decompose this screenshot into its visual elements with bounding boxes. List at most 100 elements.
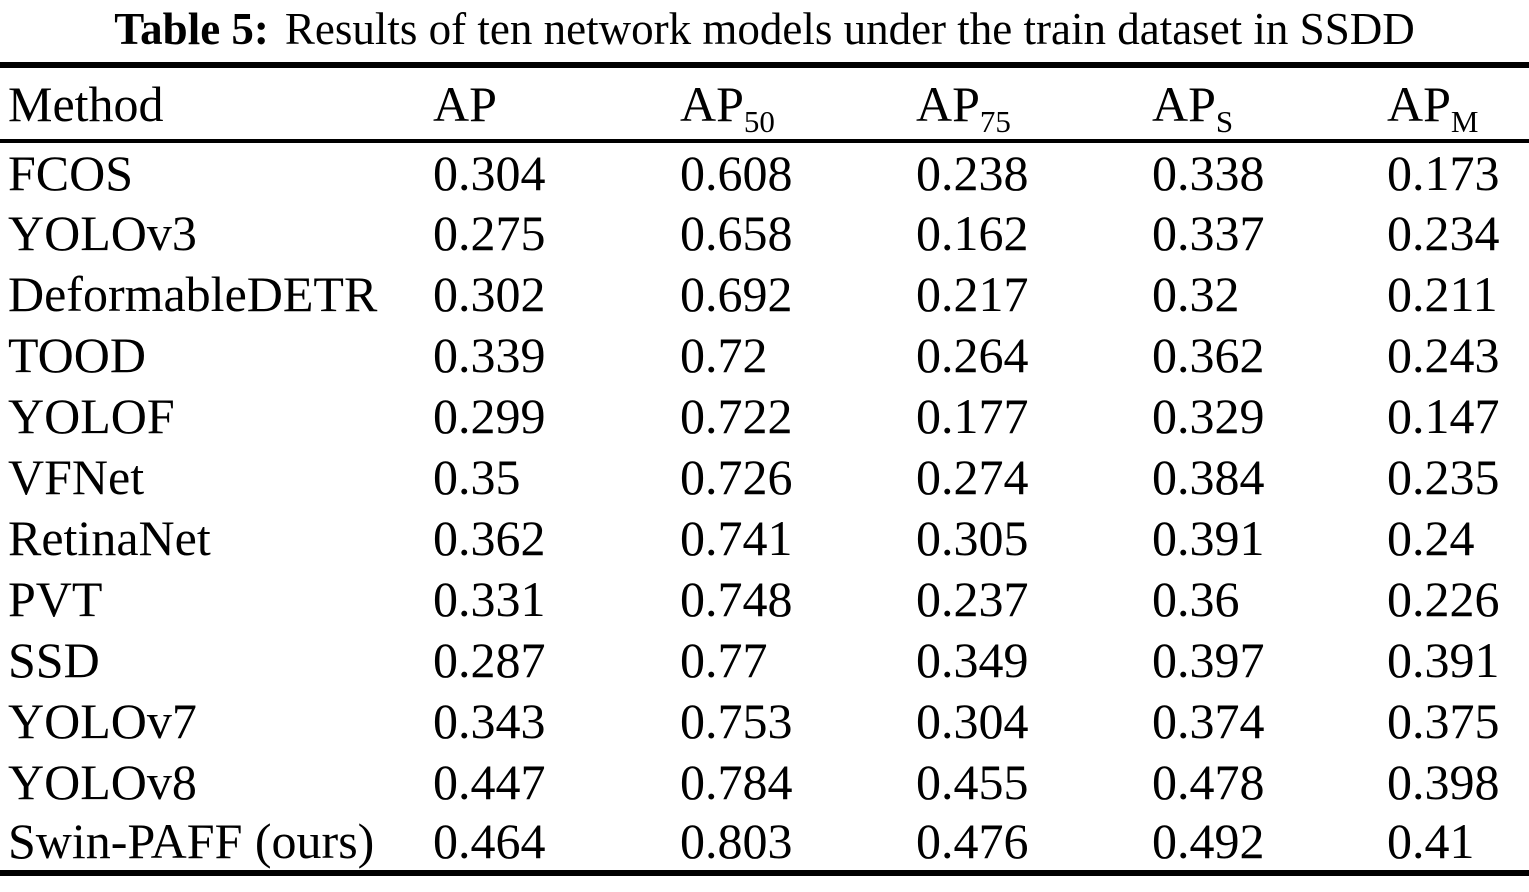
- method-cell: DeformableDETR: [8, 265, 378, 322]
- method-cell: YOLOv7: [8, 692, 197, 749]
- value-cell: 0.748: [680, 570, 793, 627]
- column-header-label: AP: [680, 75, 744, 132]
- value-cell: 0.304: [433, 144, 546, 201]
- method-cell: YOLOv8: [8, 753, 197, 810]
- method-cell: SSD: [8, 631, 100, 688]
- value-cell: 0.35: [433, 448, 521, 505]
- value-cell: 0.447: [433, 753, 546, 810]
- column-header-method: Method: [0, 65, 433, 141]
- value-cell: 0.455: [916, 753, 1029, 810]
- value-cell: 0.722: [680, 387, 793, 444]
- table-caption: Table 5: Results of ten network models u…: [0, 0, 1529, 62]
- value-cell: 0.243: [1387, 326, 1500, 383]
- column-header-subscript: S: [1215, 103, 1234, 139]
- column-header-ap75: AP75: [916, 65, 1152, 141]
- value-cell: 0.784: [680, 753, 793, 810]
- method-cell: VFNet: [8, 448, 145, 505]
- value-cell: 0.337: [1152, 204, 1265, 261]
- method-cell: FCOS: [8, 144, 134, 201]
- value-cell: 0.362: [433, 509, 546, 566]
- value-cell: 0.741: [680, 509, 793, 566]
- value-cell: 0.217: [916, 265, 1029, 322]
- value-cell: 0.274: [916, 448, 1029, 505]
- value-cell: 0.608: [680, 144, 793, 201]
- column-header-ap: AP: [433, 65, 680, 141]
- value-cell: 0.362: [1152, 326, 1265, 383]
- table-row: SSD 0.287 0.77 0.349 0.397 0.391: [0, 629, 1529, 690]
- column-header-ap50: AP50: [680, 65, 916, 141]
- column-header-subscript: 50: [743, 103, 775, 139]
- value-cell: 0.753: [680, 692, 793, 749]
- method-cell: YOLOF: [8, 387, 175, 444]
- column-header-apm: APM: [1387, 65, 1529, 141]
- method-cell: YOLOv3: [8, 204, 197, 261]
- value-cell: 0.235: [1387, 448, 1500, 505]
- column-header-label: AP: [1387, 75, 1451, 132]
- value-cell: 0.331: [433, 570, 546, 627]
- value-cell: 0.476: [916, 813, 1029, 869]
- table-caption-text: Results of ten network models under the …: [284, 4, 1415, 54]
- value-cell: 0.147: [1387, 387, 1500, 444]
- column-header-label: AP: [1152, 75, 1216, 132]
- value-cell: 0.237: [916, 570, 1029, 627]
- value-cell: 0.36: [1152, 570, 1240, 627]
- table-row: TOOD 0.339 0.72 0.264 0.362 0.243: [0, 324, 1529, 385]
- table-row: RetinaNet 0.362 0.741 0.305 0.391 0.24: [0, 507, 1529, 568]
- value-cell: 0.349: [916, 631, 1029, 688]
- value-cell: 0.384: [1152, 448, 1265, 505]
- results-table: Method AP AP50 AP75 APS APM FCOS 0.304 0…: [0, 62, 1529, 876]
- column-header-subscript: 75: [979, 103, 1011, 139]
- table-caption-label: Table 5:: [114, 4, 269, 54]
- table-row: Swin-PAFF (ours) 0.464 0.803 0.476 0.492…: [0, 812, 1529, 873]
- value-cell: 0.726: [680, 448, 793, 505]
- table-row: YOLOF 0.299 0.722 0.177 0.329 0.147: [0, 385, 1529, 446]
- method-cell: PVT: [8, 570, 103, 627]
- value-cell: 0.478: [1152, 753, 1265, 810]
- value-cell: 0.329: [1152, 387, 1265, 444]
- value-cell: 0.658: [680, 204, 793, 261]
- value-cell: 0.375: [1387, 692, 1500, 749]
- value-cell: 0.264: [916, 326, 1029, 383]
- value-cell: 0.275: [433, 204, 546, 261]
- column-header-label: AP: [916, 75, 980, 132]
- value-cell: 0.226: [1387, 570, 1500, 627]
- method-cell: RetinaNet: [8, 509, 211, 566]
- value-cell: 0.304: [916, 692, 1029, 749]
- value-cell: 0.305: [916, 509, 1029, 566]
- value-cell: 0.339: [433, 326, 546, 383]
- value-cell: 0.397: [1152, 631, 1265, 688]
- table-row: YOLOv8 0.447 0.784 0.455 0.478 0.398: [0, 751, 1529, 812]
- value-cell: 0.492: [1152, 813, 1265, 869]
- value-cell: 0.391: [1387, 631, 1500, 688]
- value-cell: 0.338: [1152, 144, 1265, 201]
- table-row: VFNet 0.35 0.726 0.274 0.384 0.235: [0, 446, 1529, 507]
- method-cell: TOOD: [8, 326, 146, 383]
- column-header-label: AP: [433, 75, 497, 132]
- value-cell: 0.234: [1387, 204, 1500, 261]
- value-cell: 0.173: [1387, 144, 1500, 201]
- value-cell: 0.77: [680, 631, 768, 688]
- value-cell: 0.177: [916, 387, 1029, 444]
- table-row: FCOS 0.304 0.608 0.238 0.338 0.173: [0, 141, 1529, 202]
- header-row: Method AP AP50 AP75 APS APM: [0, 65, 1529, 141]
- table-row: YOLOv7 0.343 0.753 0.304 0.374 0.375: [0, 690, 1529, 751]
- value-cell: 0.32: [1152, 265, 1240, 322]
- method-cell: Swin-PAFF (ours): [8, 813, 375, 869]
- value-cell: 0.692: [680, 265, 793, 322]
- value-cell: 0.803: [680, 813, 793, 869]
- value-cell: 0.398: [1387, 753, 1500, 810]
- column-header-label: Method: [8, 75, 164, 132]
- value-cell: 0.238: [916, 144, 1029, 201]
- value-cell: 0.287: [433, 631, 546, 688]
- value-cell: 0.211: [1387, 265, 1498, 322]
- value-cell: 0.464: [433, 813, 546, 869]
- value-cell: 0.343: [433, 692, 546, 749]
- value-cell: 0.374: [1152, 692, 1265, 749]
- column-header-subscript: M: [1450, 103, 1479, 139]
- table-row: YOLOv3 0.275 0.658 0.162 0.337 0.234: [0, 202, 1529, 263]
- column-header-aps: APS: [1152, 65, 1387, 141]
- table-row: PVT 0.331 0.748 0.237 0.36 0.226: [0, 568, 1529, 629]
- table-row: DeformableDETR 0.302 0.692 0.217 0.32 0.…: [0, 263, 1529, 324]
- value-cell: 0.72: [680, 326, 768, 383]
